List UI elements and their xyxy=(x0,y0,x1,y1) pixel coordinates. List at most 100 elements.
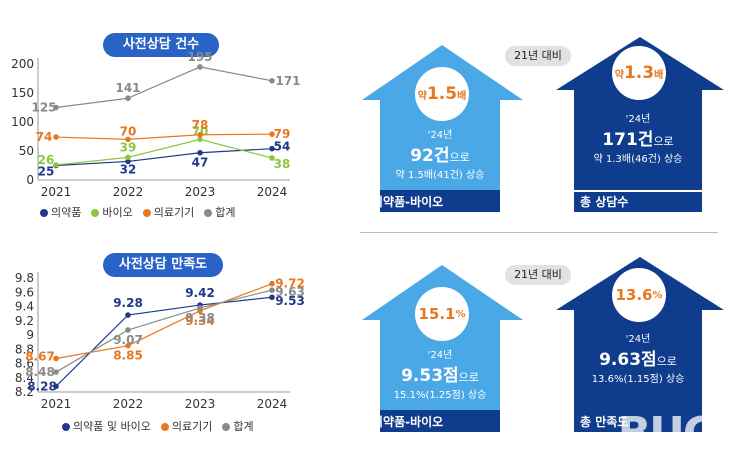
data-point xyxy=(269,287,275,293)
data-label: 9.53 xyxy=(275,294,305,308)
series-line xyxy=(55,133,273,141)
x-tick-label: 2022 xyxy=(113,397,144,411)
y-tick-label: 9 xyxy=(26,328,34,342)
data-label: 39 xyxy=(120,140,137,154)
data-point xyxy=(53,369,59,375)
watermark-logo: BUG xyxy=(617,408,719,459)
data-point xyxy=(125,154,131,161)
data-label: 9.38 xyxy=(185,311,215,325)
data-point xyxy=(269,294,275,301)
x-tick-label: 2021 xyxy=(41,397,72,411)
data-label: 25 xyxy=(38,165,55,179)
x-tick-label: 2024 xyxy=(257,185,288,199)
x-tick-label: 2021 xyxy=(41,185,72,199)
series-line xyxy=(55,296,273,387)
data-label: 9.42 xyxy=(185,286,215,300)
data-label: 9.07 xyxy=(113,333,143,347)
data-point xyxy=(269,145,275,152)
data-label: 195 xyxy=(187,50,212,64)
data-point xyxy=(197,64,203,70)
legend-item: 의료기기 xyxy=(142,204,194,220)
data-label: 78 xyxy=(192,118,209,132)
data-label: 74 xyxy=(36,130,53,144)
y-tick-label: 150 xyxy=(11,86,34,100)
data-label: 38 xyxy=(274,157,291,171)
house-right-top xyxy=(556,37,724,212)
y-tick-label: 100 xyxy=(11,115,34,129)
data-label: 79 xyxy=(274,127,291,141)
data-label: 9.63 xyxy=(275,285,305,299)
x-tick-label: 2023 xyxy=(185,185,216,199)
summary-right-top: '24년 171건으로 약 1.3배(46건) 상승 xyxy=(593,114,683,165)
data-point xyxy=(125,312,131,318)
data-point xyxy=(197,305,203,311)
y-tick-label: 8.2 xyxy=(15,385,34,399)
ratio-circle-right-bottom: 13.6% xyxy=(612,268,666,322)
series-line xyxy=(55,283,273,360)
data-point xyxy=(269,155,275,161)
data-point xyxy=(53,355,59,362)
data-label: 70 xyxy=(120,124,137,138)
legend-item: 합계 xyxy=(222,418,254,434)
data-label: 9.28 xyxy=(113,296,143,310)
chart1-title: 사전상담 건수 xyxy=(103,33,219,57)
legend-item: 의약품 및 바이오 xyxy=(62,418,151,434)
data-point xyxy=(269,280,275,287)
house-left-bottom xyxy=(362,265,523,432)
data-point xyxy=(197,136,203,143)
summary-left-top: '24년 92건으로 약 1.5배(41건) 상승 xyxy=(395,130,485,181)
house-label-left-top: 의약품-바이오 xyxy=(372,195,444,209)
legend-item: 의약품 xyxy=(40,204,81,220)
data-label: 9.72 xyxy=(275,277,305,291)
data-point xyxy=(125,158,131,165)
house-label-left-bottom: 의약품-바이오 xyxy=(372,415,444,429)
data-label: 8.67 xyxy=(25,350,55,364)
data-point xyxy=(53,134,59,140)
data-label: 32 xyxy=(120,162,137,176)
legend-item: 바이오 xyxy=(91,204,133,220)
y-tick-label: 0 xyxy=(26,173,34,187)
x-tick-label: 2023 xyxy=(185,397,216,411)
chart2-legend: 의약품 및 바이오 의료기기 합계 xyxy=(62,418,254,434)
y-tick-label: 9.8 xyxy=(15,271,34,285)
y-tick-label: 200 xyxy=(11,57,34,71)
data-label: 8.28 xyxy=(27,379,57,393)
data-point xyxy=(53,383,59,390)
data-label: 9.34 xyxy=(185,314,215,328)
data-point xyxy=(125,342,131,349)
y-tick-label: 9.6 xyxy=(15,285,34,299)
section-divider xyxy=(360,232,718,233)
data-point xyxy=(269,131,275,137)
house-right-bottom xyxy=(556,257,724,432)
house-label-right-top: 총 상담수 xyxy=(580,195,629,209)
data-label: 141 xyxy=(115,81,140,95)
data-label: 54 xyxy=(274,140,291,154)
ratio-circle-right-top: 약 1.3 배 xyxy=(612,46,666,100)
x-tick-label: 2022 xyxy=(113,185,144,199)
data-point xyxy=(53,162,59,168)
ratio-circle-left-top: 약 1.5 배 xyxy=(415,67,469,121)
compare-badge-bottom: 21년 대비 xyxy=(505,265,571,285)
data-point xyxy=(125,95,131,102)
data-label: 8.48 xyxy=(25,365,55,379)
y-tick-label: 9.2 xyxy=(15,314,34,328)
y-tick-label: 8.8 xyxy=(15,342,34,356)
summary-right-bottom: '24년 9.63점으로 13.6%(1.15점) 상승 xyxy=(591,334,685,385)
x-tick-label: 2024 xyxy=(257,397,288,411)
data-label: 47 xyxy=(192,156,209,170)
house-label-right-bottom: 총 만족도 xyxy=(580,415,629,429)
data-point xyxy=(269,78,275,84)
summary-left-bottom: '24년 9.53점으로 15.1%(1.25점) 상승 xyxy=(393,350,487,401)
data-point xyxy=(125,327,131,333)
y-tick-label: 8.6 xyxy=(15,357,34,371)
data-label: 26 xyxy=(38,153,55,167)
house-left-top xyxy=(362,45,523,212)
data-label: 125 xyxy=(31,101,56,115)
data-label: 171 xyxy=(275,74,300,88)
legend-item: 의료기기 xyxy=(160,418,212,434)
chart2-title: 사전상담 만족도 xyxy=(103,253,223,277)
data-point xyxy=(197,149,203,156)
y-tick-label: 8.4 xyxy=(15,371,34,385)
y-tick-label: 9.4 xyxy=(15,300,34,314)
chart-satisfaction: 8.28.48.68.899.29.49.69.8 2021 2022 2023 202… xyxy=(15,271,305,411)
